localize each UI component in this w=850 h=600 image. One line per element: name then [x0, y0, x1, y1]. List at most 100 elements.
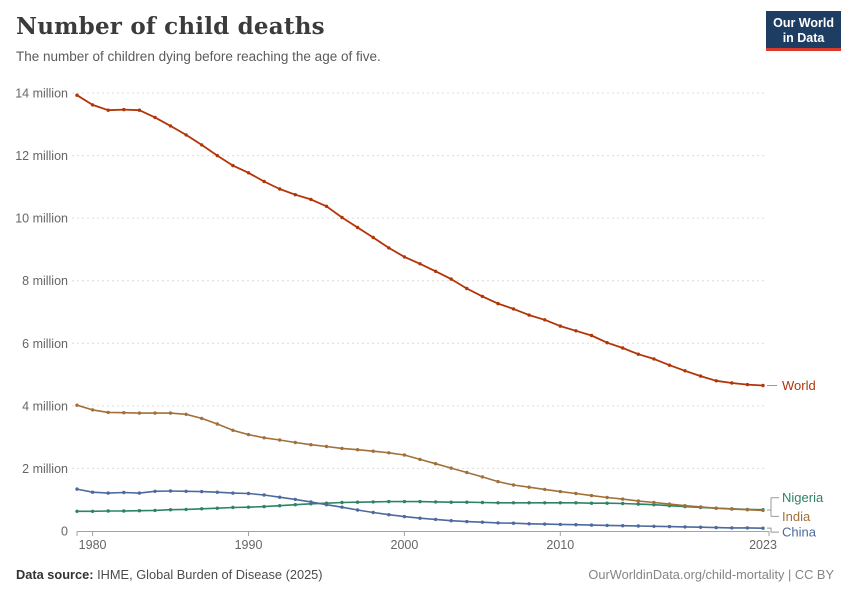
india-data-point[interactable] [355, 448, 360, 452]
india-data-point[interactable] [621, 497, 625, 501]
china-data-point[interactable] [698, 525, 703, 529]
china-data-point[interactable] [465, 519, 469, 524]
world-data-point[interactable] [698, 374, 703, 378]
india-data-point[interactable] [683, 504, 687, 508]
world-data-point[interactable] [137, 108, 142, 112]
china-data-point[interactable] [543, 522, 547, 526]
world-data-point[interactable] [168, 124, 173, 128]
citation-link[interactable]: OurWorldinData.org/child-mortality | CC … [588, 567, 834, 582]
world-data-point[interactable] [527, 313, 531, 317]
india-data-point[interactable] [433, 462, 438, 466]
nigeria-data-point[interactable] [433, 500, 438, 504]
india-data-point[interactable] [293, 440, 297, 445]
india-data-point[interactable] [262, 436, 266, 440]
china-data-point[interactable] [714, 525, 718, 530]
china-data-point[interactable] [745, 526, 750, 530]
nigeria-data-point[interactable] [480, 500, 485, 505]
india-data-point[interactable] [324, 444, 329, 449]
world-data-point[interactable] [465, 286, 469, 291]
china-data-point[interactable] [667, 524, 672, 529]
world-data-point[interactable] [106, 108, 110, 112]
india-data-point[interactable] [200, 416, 204, 421]
china-data-point[interactable] [652, 524, 656, 528]
nigeria-data-point[interactable] [200, 507, 204, 511]
china-data-point[interactable] [371, 510, 375, 515]
nigeria-data-point[interactable] [589, 501, 594, 505]
nigeria-data-point[interactable] [215, 506, 219, 510]
india-data-point[interactable] [168, 411, 173, 415]
china-data-point[interactable] [589, 523, 594, 527]
china-data-point[interactable] [262, 493, 266, 497]
nigeria-data-point[interactable] [355, 500, 360, 504]
nigeria-data-point[interactable] [387, 499, 391, 504]
india-data-point[interactable] [730, 507, 734, 511]
china-data-point[interactable] [137, 491, 142, 495]
india-data-point[interactable] [465, 470, 469, 475]
india-data-point[interactable] [90, 408, 95, 412]
nigeria-data-point[interactable] [137, 509, 142, 513]
legend-label-nigeria[interactable]: Nigeria [782, 490, 824, 505]
world-data-point[interactable] [418, 262, 422, 266]
legend-label-china[interactable]: China [782, 525, 817, 540]
china-data-point[interactable] [636, 524, 640, 528]
world-data-point[interactable] [200, 143, 204, 147]
india-data-point[interactable] [761, 508, 765, 513]
world-data-point[interactable] [433, 269, 438, 273]
india-data-point[interactable] [418, 457, 422, 462]
india-data-point[interactable] [231, 428, 235, 432]
india-data-point[interactable] [137, 411, 142, 415]
india-data-point[interactable] [106, 410, 110, 415]
china-data-point[interactable] [106, 491, 110, 495]
china-data-point[interactable] [621, 524, 625, 528]
nigeria-data-point[interactable] [106, 509, 110, 513]
nigeria-data-point[interactable] [340, 500, 344, 505]
china-data-point[interactable] [355, 508, 360, 512]
world-line[interactable] [76, 94, 764, 387]
india-data-point[interactable] [449, 466, 453, 470]
china-data-point[interactable] [511, 521, 516, 525]
india-data-point[interactable] [636, 499, 640, 503]
china-data-point[interactable] [574, 523, 578, 527]
nigeria-data-point[interactable] [231, 505, 235, 510]
india-data-point[interactable] [714, 506, 718, 510]
world-data-point[interactable] [667, 363, 672, 367]
nigeria-data-point[interactable] [293, 503, 297, 507]
nigeria-data-point[interactable] [262, 504, 266, 509]
legend-label-india[interactable]: India [782, 509, 811, 524]
india-data-point[interactable] [75, 403, 79, 407]
nigeria-data-point[interactable] [278, 504, 282, 508]
world-data-point[interactable] [371, 235, 375, 240]
india-data-point[interactable] [605, 495, 609, 500]
world-data-point[interactable] [574, 329, 578, 333]
world-data-point[interactable] [480, 294, 485, 299]
world-data-point[interactable] [730, 381, 734, 385]
nigeria-data-point[interactable] [496, 501, 500, 505]
china-data-point[interactable] [200, 489, 204, 494]
china-data-point[interactable] [246, 491, 251, 496]
nigeria-data-point[interactable] [574, 501, 578, 505]
india-data-point[interactable] [511, 483, 516, 487]
nigeria-data-point[interactable] [449, 500, 453, 504]
world-data-point[interactable] [262, 179, 266, 184]
world-data-point[interactable] [387, 246, 391, 250]
world-data-point[interactable] [636, 352, 640, 356]
china-data-point[interactable] [683, 525, 687, 529]
world-data-point[interactable] [324, 204, 329, 208]
china-data-point[interactable] [480, 520, 485, 524]
china-data-point[interactable] [558, 522, 562, 527]
nigeria-data-point[interactable] [168, 508, 173, 512]
world-data-point[interactable] [496, 301, 500, 306]
world-data-point[interactable] [543, 318, 547, 322]
nigeria-data-point[interactable] [122, 509, 126, 513]
india-data-point[interactable] [278, 438, 282, 442]
india-data-point[interactable] [309, 443, 313, 447]
china-data-point[interactable] [309, 500, 313, 504]
world-data-point[interactable] [246, 171, 251, 175]
world-data-point[interactable] [215, 153, 219, 158]
nigeria-data-point[interactable] [153, 508, 157, 513]
china-data-point[interactable] [168, 489, 173, 493]
nigeria-data-point[interactable] [90, 509, 95, 513]
china-data-point[interactable] [418, 516, 422, 520]
nigeria-data-point[interactable] [184, 507, 188, 512]
nigeria-data-point[interactable] [527, 501, 531, 505]
